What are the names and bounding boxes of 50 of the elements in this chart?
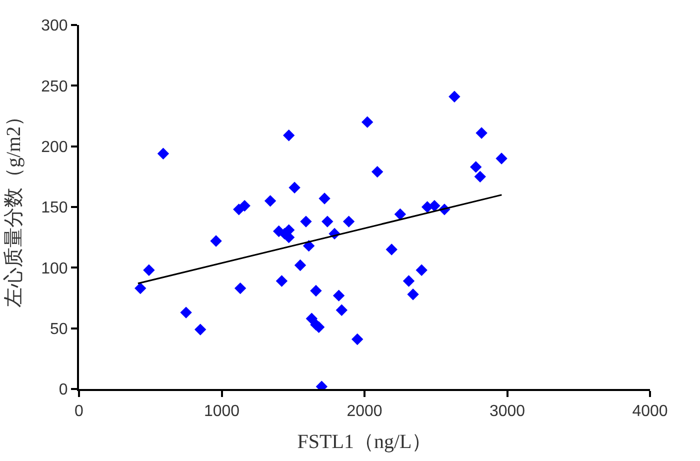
point	[194, 324, 206, 336]
point	[428, 200, 440, 212]
y-tick-label: 150	[41, 200, 68, 217]
y-tick-label: 250	[41, 78, 68, 96]
x-tick-label: 4000	[632, 403, 668, 420]
point	[336, 304, 348, 316]
point	[476, 127, 488, 139]
point	[180, 306, 192, 318]
point	[372, 166, 384, 178]
point	[238, 200, 250, 212]
y-axis-title: 左心质量分数（g/m2）	[3, 106, 26, 308]
point	[342, 216, 355, 228]
point	[318, 192, 330, 204]
x-tick-label: 2000	[346, 403, 382, 420]
point	[332, 290, 345, 302]
point	[394, 208, 406, 220]
y-tick-label: 300	[41, 18, 68, 35]
point	[448, 90, 460, 102]
y-tick-label: 100	[41, 260, 68, 278]
x-axis-title: FSTL1（ng/L）	[297, 431, 432, 454]
point	[310, 284, 322, 297]
point	[496, 152, 508, 164]
x-tick-label: 1000	[204, 403, 240, 420]
y-tick-label: 0	[58, 382, 68, 399]
point	[306, 312, 318, 324]
point	[210, 235, 222, 247]
point	[386, 244, 398, 256]
point	[282, 130, 295, 142]
point	[322, 216, 334, 228]
point	[407, 288, 419, 300]
point	[470, 161, 482, 173]
point	[402, 275, 415, 287]
point	[264, 195, 276, 207]
point	[134, 282, 146, 294]
point	[157, 148, 170, 160]
x-tick-label: 3000	[489, 403, 526, 420]
point	[474, 170, 486, 183]
x-tick-label: 0	[74, 403, 84, 420]
point	[143, 264, 155, 276]
y-tick-label: 50	[50, 320, 68, 338]
point	[352, 333, 364, 346]
point	[416, 264, 428, 276]
point	[288, 182, 300, 194]
point	[276, 275, 288, 287]
point	[362, 116, 374, 128]
y-tick-label: 200	[41, 138, 68, 156]
point	[234, 282, 246, 294]
point	[302, 240, 315, 252]
point	[300, 216, 312, 228]
point	[294, 259, 306, 272]
